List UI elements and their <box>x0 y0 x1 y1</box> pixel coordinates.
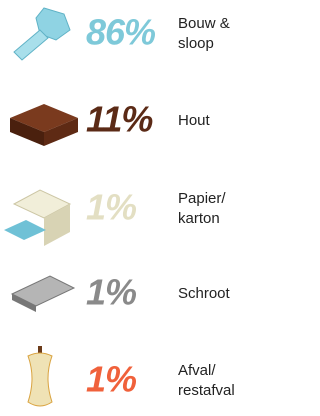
category-label: Hout <box>178 112 211 129</box>
percent: 1% <box>86 272 137 313</box>
category-label: Schroot <box>178 285 231 302</box>
category-label: Bouw & <box>178 15 230 32</box>
bolt-icon <box>14 8 70 60</box>
percent: 1% <box>86 359 137 400</box>
paper-icon <box>4 190 70 246</box>
category-label: restafval <box>178 382 235 399</box>
infographic: 86% Bouw & sloop 11% Hout 1% Papier/karton 1% Sc… <box>0 0 246 416</box>
category-label: Papier/ <box>178 190 226 207</box>
apple-core-icon <box>28 346 52 406</box>
percent: 11% <box>86 99 153 140</box>
percent: 1% <box>86 187 137 228</box>
category-label: sloop <box>178 35 214 52</box>
scrap-icon <box>12 276 74 312</box>
wood-icon <box>10 104 78 146</box>
percent: 86% <box>86 12 156 53</box>
category-label: Afval/ <box>178 362 216 379</box>
category-label: karton <box>178 210 220 227</box>
